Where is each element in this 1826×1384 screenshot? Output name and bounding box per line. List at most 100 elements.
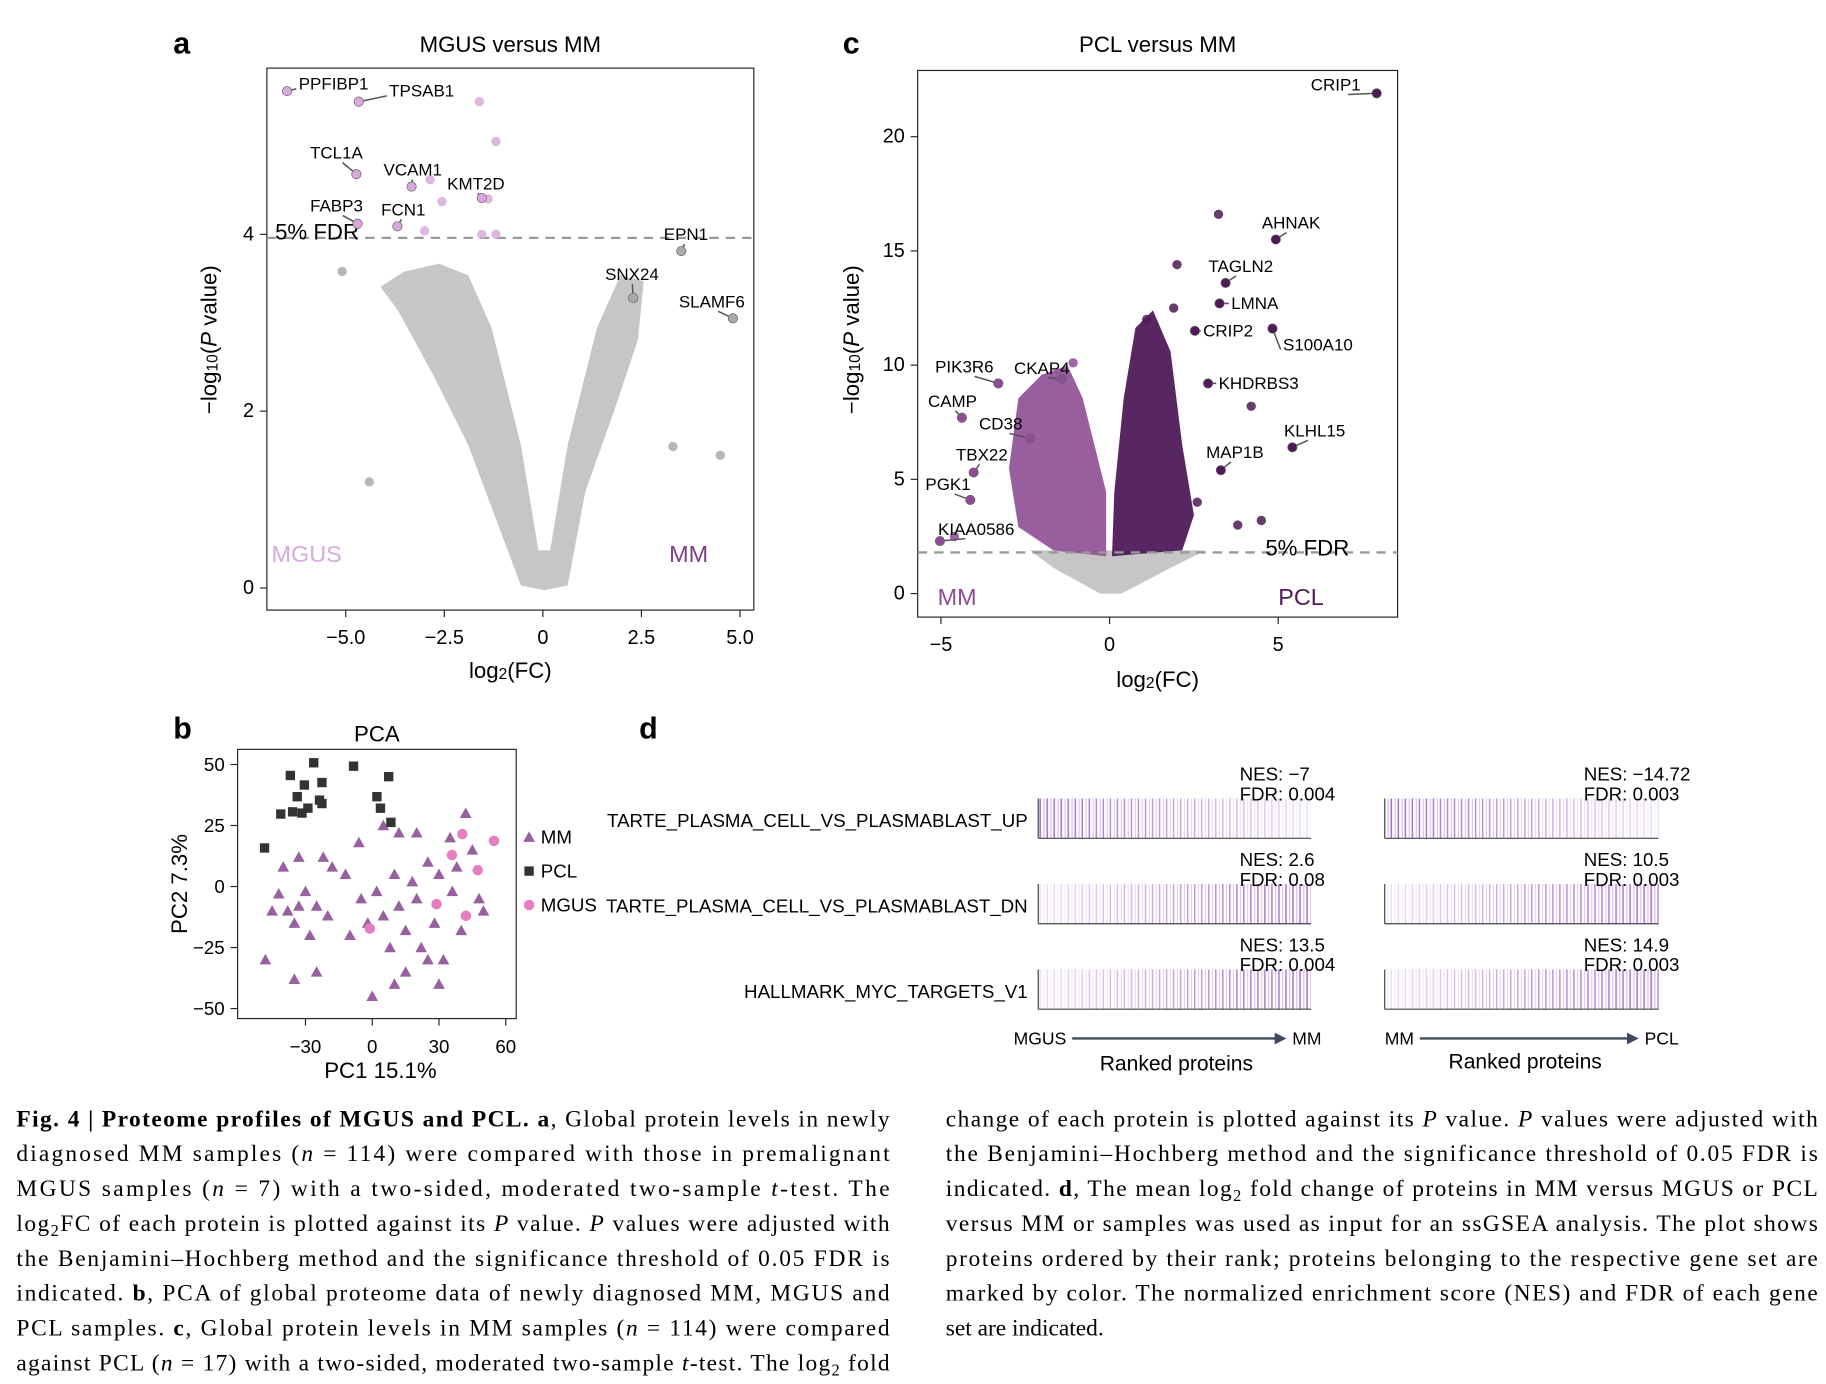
legend-label: MM	[541, 827, 572, 848]
gene-point	[353, 96, 364, 107]
point-cloud	[1008, 365, 1107, 557]
data-point	[1213, 209, 1224, 220]
gene-set-label: TARTE_PLASMA_CELL_VS_PLASMABLAST_DN	[606, 896, 1028, 918]
gene-label: LMNA	[1231, 294, 1279, 313]
text-run: 10	[205, 354, 222, 372]
threshold-label: 5% FDR	[1265, 536, 1349, 561]
data-point	[491, 136, 501, 147]
data-point	[1172, 259, 1182, 270]
text-run: versus MM or samples was used as input f…	[946, 1211, 1818, 1237]
point-cloud	[1111, 310, 1194, 557]
x-tick-label: 5	[1273, 634, 1284, 656]
text-run: fold	[841, 1350, 890, 1376]
gene-label: KHDRBS3	[1219, 374, 1299, 393]
barcode-fade	[1038, 969, 1311, 1010]
text-run: P	[493, 1211, 508, 1237]
nes-label: NES: 13.5	[1240, 934, 1325, 955]
text-run: n	[161, 1350, 173, 1376]
text-run: , Global protein levels in MM samples (	[186, 1316, 625, 1342]
gene-point	[1371, 88, 1382, 99]
plot-frame	[917, 69, 1399, 618]
text-run: n	[301, 1141, 313, 1167]
axis-to: PCL	[1645, 1028, 1679, 1048]
text-run: P	[1517, 1106, 1532, 1132]
rank-arrow-head	[1627, 1032, 1639, 1045]
data-point	[446, 885, 459, 897]
axis-to: MM	[1292, 1028, 1321, 1048]
text-run: t	[771, 1176, 778, 1202]
caption-line: MGUS samples (n = 7) with a two-sided, m…	[16, 1176, 889, 1202]
caption-line: the Benjamini–Hochberg method and the si…	[946, 1141, 1818, 1167]
data-point	[399, 966, 412, 977]
text-run: , PCA of global proteome data of newly d…	[147, 1281, 890, 1307]
barcode-fade	[1038, 883, 1311, 924]
data-point	[393, 826, 405, 838]
text-run: against PCL (	[16, 1350, 159, 1376]
data-point	[388, 978, 401, 989]
data-point	[466, 844, 479, 855]
caption-line: change of each protein is plotted agains…	[946, 1106, 1818, 1132]
x-axis-label: log2(FC)	[469, 657, 552, 683]
x-tick-label: −2.5	[425, 627, 464, 649]
data-point	[472, 864, 483, 876]
x-axis-label: PC1 15.1%	[324, 1058, 436, 1083]
gene-point	[965, 494, 976, 505]
data-point	[317, 851, 330, 862]
data-point	[310, 900, 323, 911]
text-run: (FC)	[507, 657, 551, 682]
text-run: FC of each protein is plotted against it…	[60, 1211, 492, 1237]
gene-point	[676, 246, 687, 257]
gene-point	[476, 193, 487, 204]
nes-label: NES: 2.6	[1240, 849, 1315, 870]
data-point	[348, 761, 359, 771]
fdr-label: FDR: 0.003	[1584, 954, 1680, 975]
data-point	[288, 973, 301, 984]
panel-letter: a	[173, 27, 191, 61]
data-point	[437, 196, 447, 207]
data-point	[310, 966, 323, 977]
y-tick-label: 0	[243, 577, 254, 599]
gene-label: TCL1A	[310, 144, 363, 163]
gene-point	[352, 218, 363, 229]
barcode-fade	[1384, 883, 1659, 924]
data-point	[297, 808, 307, 818]
gene-point	[1220, 277, 1231, 288]
axis-from: MGUS	[1014, 1028, 1067, 1048]
y-tick-label: 0	[894, 583, 905, 605]
caption-line: indicated. b, PCA of global proteome dat…	[16, 1281, 889, 1307]
x-tick-label: 60	[495, 1036, 516, 1057]
y-tick-label: 10	[883, 354, 905, 376]
data-point	[317, 777, 327, 788]
gene-point	[351, 169, 362, 180]
text-run: 2	[831, 1360, 839, 1379]
text-run: 2	[1146, 675, 1155, 692]
data-point	[1233, 520, 1243, 530]
y-axis-label: −log10(P value)	[838, 265, 864, 414]
y-tick-label: 0	[214, 876, 224, 897]
gene-point	[392, 221, 403, 232]
data-point	[304, 929, 316, 941]
gene-label: AHNAK	[1262, 214, 1321, 233]
gene-point	[628, 292, 639, 304]
x-tick-label: 0	[1104, 634, 1115, 656]
data-point	[259, 843, 270, 853]
legend-marker	[524, 866, 534, 876]
y-tick-label: 5	[894, 468, 905, 490]
gene-label: SNX24	[605, 265, 659, 284]
data-point	[457, 828, 468, 840]
caption-line: proteins ordered by their rank; proteins…	[946, 1246, 1818, 1272]
y-tick-label: 25	[204, 815, 225, 836]
gene-point	[1270, 234, 1281, 245]
data-point	[309, 758, 319, 768]
gene-label: CRIP2	[1203, 321, 1253, 340]
threshold-label: 5% FDR	[275, 219, 359, 244]
chart-title: PCL versus MM	[1079, 32, 1236, 57]
gene-label: TBX22	[956, 445, 1008, 464]
data-point	[399, 924, 412, 936]
gene-set-label: TARTE_PLASMA_CELL_VS_PLASMABLAST_UP	[607, 810, 1028, 832]
data-point	[259, 953, 272, 965]
gene-point	[406, 181, 417, 192]
legend-label: MGUS	[541, 895, 597, 916]
text-run: marked by color. The normalized enrichme…	[946, 1281, 1818, 1307]
